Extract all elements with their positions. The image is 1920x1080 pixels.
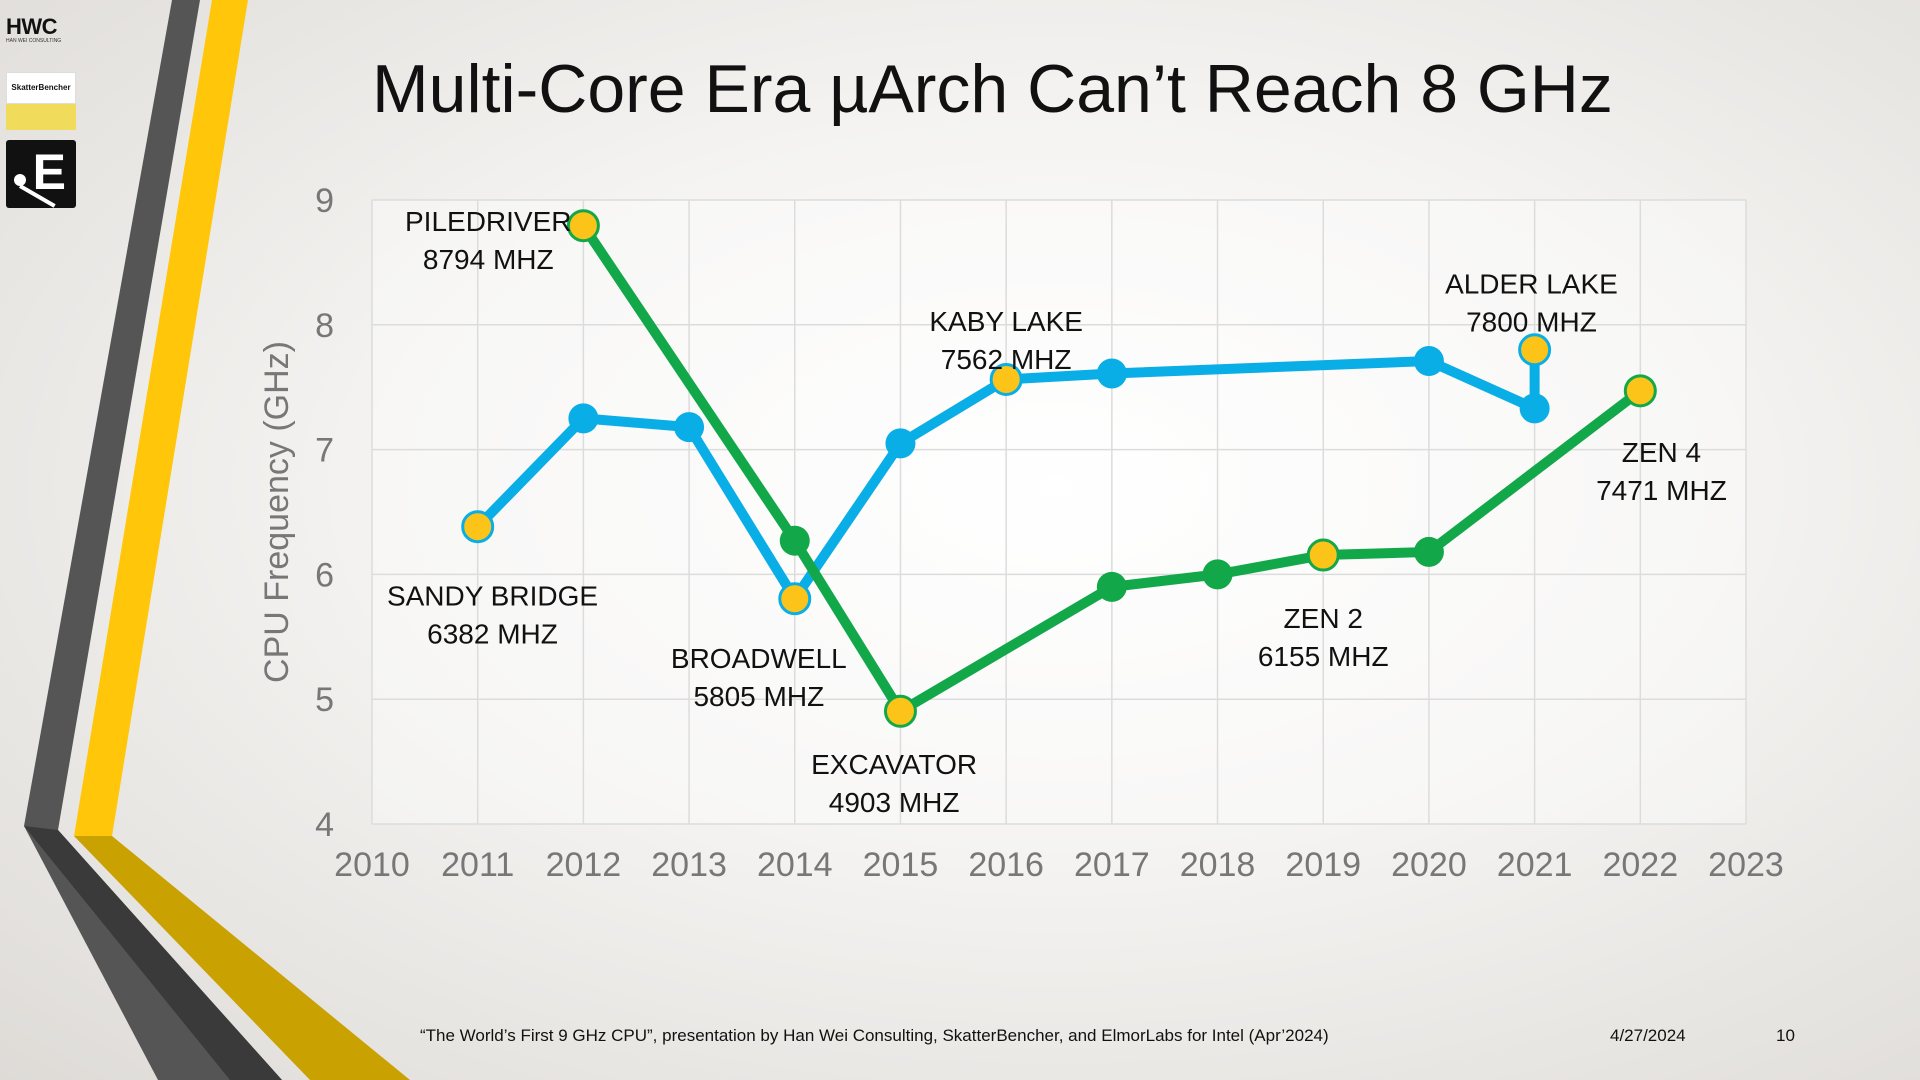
annotation-line: ZEN 2	[1284, 603, 1363, 634]
gray-stripe	[24, 0, 282, 1080]
annotation-kaby-lake: KABY LAKE 7562 MHZ	[929, 306, 1083, 375]
x-tick-label: 2016	[968, 846, 1044, 884]
x-tick-label: 2020	[1391, 846, 1467, 884]
elmorlabs-logo-text: E	[32, 144, 66, 200]
x-tick-label: 2019	[1285, 846, 1361, 884]
x-tick-label: 2014	[757, 846, 833, 884]
x-axis-ticks: 2010 2011 2012 2013 2014 2015 2016 2017 2018 2019…	[334, 846, 1784, 884]
annotation-line: 8794 MHZ	[423, 244, 554, 275]
y-tick-label: 7	[315, 432, 334, 470]
data-point	[1096, 571, 1127, 602]
hwc-logo-text: HWC	[6, 14, 58, 39]
highlight-point	[1623, 374, 1657, 408]
annotation-piledriver: PILEDRIVER 8794 MHZ	[405, 206, 572, 275]
x-tick-label: 2022	[1602, 846, 1678, 884]
x-tick-label: 2018	[1180, 846, 1256, 884]
annotation-line: KABY LAKE	[929, 306, 1083, 337]
highlight-point	[989, 362, 1023, 396]
data-point	[885, 428, 916, 459]
dark-stripe-bottom	[24, 826, 282, 1080]
x-tick-label: 2015	[863, 846, 939, 884]
chart-grid	[371, 199, 1747, 825]
x-tick-label: 2017	[1074, 846, 1150, 884]
data-point	[1413, 345, 1444, 376]
logo-stack: HWC HAN WEI CONSULTING SkatterBencher E	[6, 16, 76, 208]
data-point	[779, 525, 810, 556]
annotation-line: 7471 MHZ	[1596, 475, 1727, 506]
y-tick-label: 9	[315, 182, 334, 220]
data-point	[1519, 393, 1550, 424]
series-line	[472, 344, 1540, 604]
skatterbencher-logo: SkatterBencher	[6, 72, 76, 104]
y-tick-label: 4	[315, 806, 334, 844]
footer-source: “The World’s First 9 GHz CPU”, presentat…	[420, 1026, 1329, 1045]
data-point	[1096, 358, 1127, 389]
highlight-point	[1306, 538, 1340, 572]
footer-date: 4/27/2024	[1610, 1026, 1686, 1045]
annotation-line: PILEDRIVER	[405, 206, 572, 237]
y-axis-label: CPU Frequency (GHz)	[258, 341, 296, 683]
slide-title: Multi-Core Era µArch Can’t Reach 8 GHz	[372, 51, 1613, 127]
hwc-logo: HWC HAN WEI CONSULTING	[6, 16, 76, 60]
x-tick-label: 2011	[441, 846, 514, 884]
highlight-point	[461, 510, 495, 544]
annotation-line: 6382 MHZ	[427, 619, 558, 650]
y-tick-label: 5	[315, 681, 334, 719]
data-point	[1413, 536, 1444, 567]
yellow-stripe	[74, 0, 248, 836]
series-line	[578, 220, 1646, 717]
annotation-zen-4: ZEN 4 7471 MHZ	[1596, 437, 1727, 506]
data-point	[568, 403, 599, 434]
annotation-line: SANDY BRIDGE	[387, 581, 598, 612]
x-tick-label: 2013	[651, 846, 727, 884]
elmorlabs-logo: E	[6, 140, 76, 208]
gold-stripe	[74, 836, 410, 1080]
annotation-line: ZEN 4	[1622, 437, 1701, 468]
annotation-broadwell: BROADWELL 5805 MHZ	[671, 643, 847, 712]
data-point	[674, 412, 705, 443]
y-tick-label: 8	[315, 307, 334, 345]
y-axis-ticks: 4 5 6 7 8 9	[315, 182, 334, 844]
annotation-line: 7562 MHZ	[941, 344, 1072, 375]
annotation-sandy-bridge: SANDY BRIDGE 6382 MHZ	[387, 581, 598, 650]
highlight-point	[778, 582, 812, 616]
annotation-line: 5805 MHZ	[693, 681, 824, 712]
highlight-point	[1518, 333, 1552, 367]
skatterbencher-logo-bar	[6, 104, 76, 130]
x-tick-label: 2010	[334, 846, 410, 884]
annotation-line: 7800 MHZ	[1466, 307, 1597, 338]
annotation-line: 4903 MHZ	[829, 787, 960, 818]
annotation-line: ALDER LAKE	[1445, 269, 1618, 300]
data-point	[1202, 559, 1233, 590]
plot-area	[371, 199, 1747, 825]
highlight-point	[883, 694, 917, 728]
page-number: 10	[1776, 1026, 1795, 1045]
x-tick-label: 2023	[1708, 846, 1784, 884]
y-tick-label: 6	[315, 556, 334, 594]
annotation-line: EXCAVATOR	[811, 749, 977, 780]
elmorlabs-logo-dot	[14, 174, 26, 186]
annotation-alder-lake: ALDER LAKE 7800 MHZ	[1445, 269, 1618, 338]
hwc-logo-subtitle: HAN WEI CONSULTING	[6, 38, 62, 44]
annotation-zen-2: ZEN 2 6155 MHZ	[1258, 603, 1389, 672]
highlight-point	[566, 209, 600, 243]
annotation-line: BROADWELL	[671, 643, 847, 674]
chart-annotations: PILEDRIVER 8794 MHZ SANDY BRIDGE 6382 MHZ BR…	[387, 206, 1727, 818]
x-tick-label: 2021	[1497, 846, 1573, 884]
chart-series	[461, 209, 1657, 728]
annotation-line: 6155 MHZ	[1258, 641, 1389, 672]
annotation-excavator: EXCAVATOR 4903 MHZ	[811, 749, 977, 818]
x-tick-label: 2012	[546, 846, 622, 884]
